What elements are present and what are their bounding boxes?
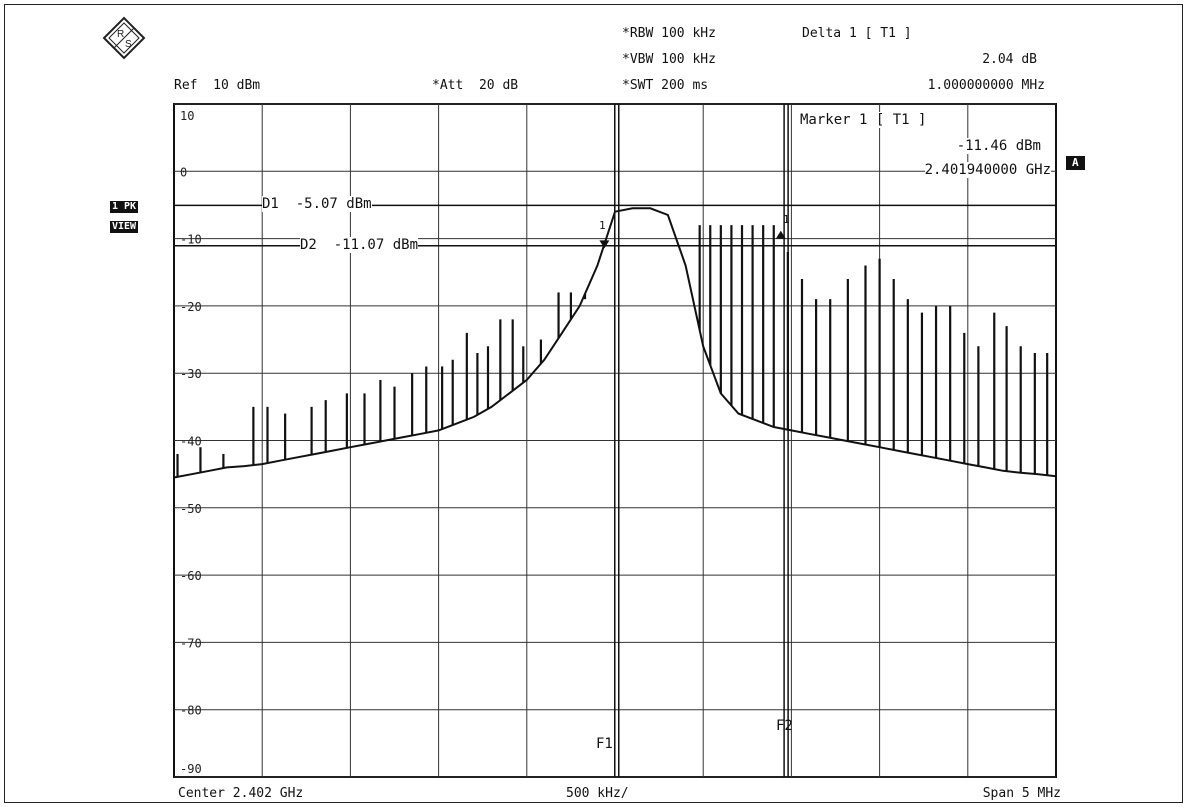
delta-marker-label: Delta 1 [ T1 ]: [802, 26, 912, 41]
frequency-per-division: 500 kHz/: [566, 786, 629, 801]
rbw-setting: *RBW 100 kHz: [622, 26, 716, 41]
span: Span 5 MHz: [982, 786, 1061, 801]
center-frequency: Center 2.402 GHz: [178, 786, 304, 801]
y-tick-label: -90: [180, 762, 202, 776]
y-tick-label: -10: [180, 233, 202, 247]
display-line-d1-label: D1 -5.07 dBm: [262, 196, 372, 212]
f1-label: F1: [596, 736, 613, 752]
channel-a-badge: A: [1066, 156, 1085, 170]
trace-view-badge: VIEW: [110, 221, 139, 233]
marker-frequency: 2.401940000 GHz: [924, 162, 1051, 178]
attenuation: *Att 20 dB: [432, 78, 519, 93]
y-tick-label: -70: [180, 636, 202, 650]
trace-mode-badge: 1 PK: [110, 201, 139, 213]
y-tick-label: 10: [180, 109, 194, 123]
y-tick-label: -50: [180, 502, 202, 516]
delta-marker-value: 2.04 dB: [982, 52, 1037, 67]
y-tick-label: 0: [180, 165, 187, 179]
marker-label: Marker 1 [ T1 ]: [800, 112, 927, 128]
ref-level: Ref 10 dBm: [174, 78, 261, 93]
delta-marker-icon: [775, 230, 786, 239]
spectrum-trace: [173, 207, 1057, 479]
marker-value: -11.46 dBm: [956, 138, 1041, 154]
marker-1-number: 1: [599, 219, 606, 232]
sweep-time: *SWT 200 ms: [622, 78, 709, 93]
display-line-d2-label: D2 -11.07 dBm: [300, 237, 419, 253]
y-tick-label: -40: [180, 435, 202, 449]
delta-marker-frequency: 1.000000000 MHz: [927, 78, 1045, 93]
y-tick-label: -60: [180, 569, 202, 583]
y-tick-label: -80: [180, 704, 202, 718]
marker-1-icon: [599, 240, 610, 249]
page-frame: [4, 4, 1183, 803]
f2-label: F2: [776, 718, 793, 734]
y-tick-label: -20: [180, 300, 202, 314]
delta-1-number: 1: [783, 213, 790, 226]
vbw-setting: *VBW 100 kHz: [622, 52, 716, 67]
y-tick-label: -30: [180, 367, 202, 381]
